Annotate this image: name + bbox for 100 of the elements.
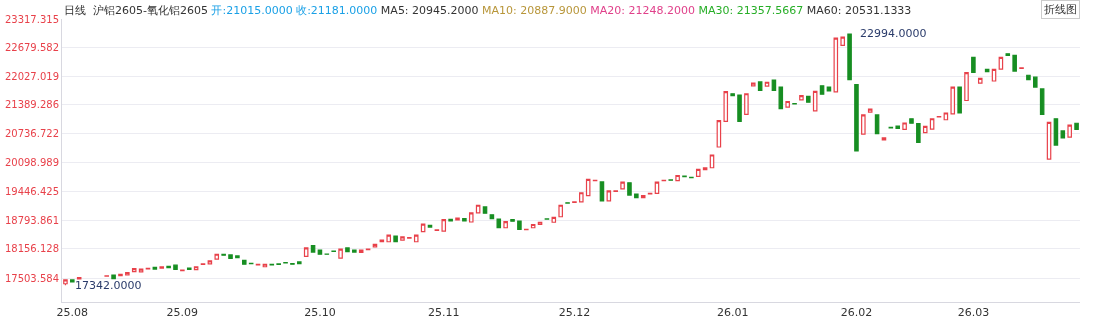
candlestick — [744, 93, 749, 115]
candlestick — [207, 260, 213, 265]
candlestick — [1060, 130, 1066, 139]
candlestick — [902, 122, 907, 130]
candlestick — [352, 249, 357, 253]
y-tick-label: 23317.315 — [4, 13, 59, 25]
y-tick-label: 17503.584 — [4, 272, 59, 284]
candlestick — [916, 122, 921, 144]
y-tick-label: 18793.861 — [4, 215, 59, 227]
candlestick — [799, 95, 804, 101]
chart-title: 日线 沪铝2605-氧化铝2605 — [64, 4, 208, 17]
candlestick — [455, 217, 460, 221]
candlestick — [303, 247, 309, 257]
candlestick — [551, 216, 557, 223]
candlestick — [730, 93, 735, 97]
candlestick — [138, 268, 144, 273]
y-tick-label: 19446.425 — [4, 185, 59, 197]
candlestick — [579, 192, 584, 203]
candlestick — [627, 182, 632, 196]
candlestick — [833, 37, 839, 93]
candlestick — [510, 219, 515, 222]
candlestick — [682, 175, 687, 178]
candlestick — [441, 219, 447, 232]
candlestick — [468, 212, 474, 223]
candlestick — [131, 268, 137, 273]
candlestick — [530, 223, 536, 229]
candlestick — [785, 100, 790, 108]
candlestick — [950, 86, 956, 115]
candlestick — [812, 90, 818, 112]
candlestick — [283, 261, 288, 264]
text: MA5: 20945.2000 — [380, 4, 479, 17]
candlestick — [1067, 124, 1072, 138]
candlestick — [971, 56, 976, 73]
candlestick — [977, 77, 983, 84]
candlestick — [297, 261, 302, 265]
candlestick — [152, 266, 158, 270]
candlestick — [1074, 122, 1079, 130]
candlestick — [496, 218, 502, 229]
candlestick — [1012, 54, 1017, 72]
text: 收:21181.0000 — [296, 4, 378, 17]
candlestick — [771, 79, 777, 91]
candlestick — [235, 255, 240, 259]
candlestick — [221, 253, 226, 256]
candlestick — [854, 83, 859, 152]
text: MA20: 21248.2000 — [590, 4, 695, 17]
y-tick-label: 21389.286 — [4, 99, 59, 111]
candlestick — [895, 125, 901, 129]
candlestick — [819, 85, 825, 95]
candlestick — [723, 90, 729, 122]
candlestick — [111, 274, 116, 280]
candlestick — [358, 249, 364, 253]
annotation: 22994.0000 — [860, 27, 927, 40]
text: MA30: 21357.5667 — [698, 4, 804, 17]
candlestick — [929, 118, 935, 130]
text: 折线图 — [1044, 3, 1077, 16]
y-tick-label: 18156.128 — [4, 243, 59, 255]
candlestick — [1039, 88, 1045, 115]
candlestick — [620, 181, 625, 190]
candlestick — [331, 250, 336, 253]
text: MA10: 20887.9000 — [482, 4, 587, 17]
x-tick-label: 25.11 — [428, 306, 460, 320]
y-tick-label: 20736.722 — [4, 128, 59, 140]
x-tick-label: 26.01 — [716, 306, 749, 320]
candlestick — [173, 264, 178, 270]
candlestick — [186, 267, 192, 270]
candlestick — [936, 115, 942, 118]
candlestick — [909, 118, 914, 124]
candlestick — [957, 86, 962, 114]
candlestick — [922, 125, 928, 134]
candlestick — [338, 248, 343, 259]
candlestick — [757, 81, 763, 91]
candlestick — [482, 206, 488, 214]
candlestick — [1033, 76, 1038, 88]
candlestick — [640, 195, 646, 199]
y-tick-label: 22027.019 — [4, 70, 59, 82]
candlestick — [585, 178, 591, 197]
x-tick-label: 25.09 — [166, 306, 199, 320]
candlestick — [737, 94, 742, 122]
x-tick-label: 25.12 — [558, 306, 591, 320]
candlestick — [503, 220, 508, 229]
candlestick — [867, 108, 873, 113]
candlestick — [695, 168, 701, 178]
candlestick — [241, 259, 247, 265]
annotation: 17342.0000 — [75, 279, 142, 292]
candlestick — [572, 201, 577, 204]
candlestick — [806, 95, 811, 103]
candlestick — [345, 247, 350, 253]
candlestick — [228, 254, 233, 260]
candlestick — [826, 86, 832, 92]
candlestick — [76, 277, 82, 280]
candlestick — [1026, 74, 1031, 81]
candlestick — [840, 36, 845, 47]
y-tick-label: 20098.989 — [4, 156, 59, 168]
x-tick-label: 25.10 — [304, 306, 336, 320]
candlestick — [159, 266, 165, 269]
text: MA60: 20531.1333 — [806, 4, 912, 17]
candlestick — [517, 220, 522, 230]
y-tick-label: 22679.582 — [4, 41, 59, 53]
candlestick — [634, 193, 639, 199]
x-tick-label: 26.03 — [957, 306, 990, 320]
